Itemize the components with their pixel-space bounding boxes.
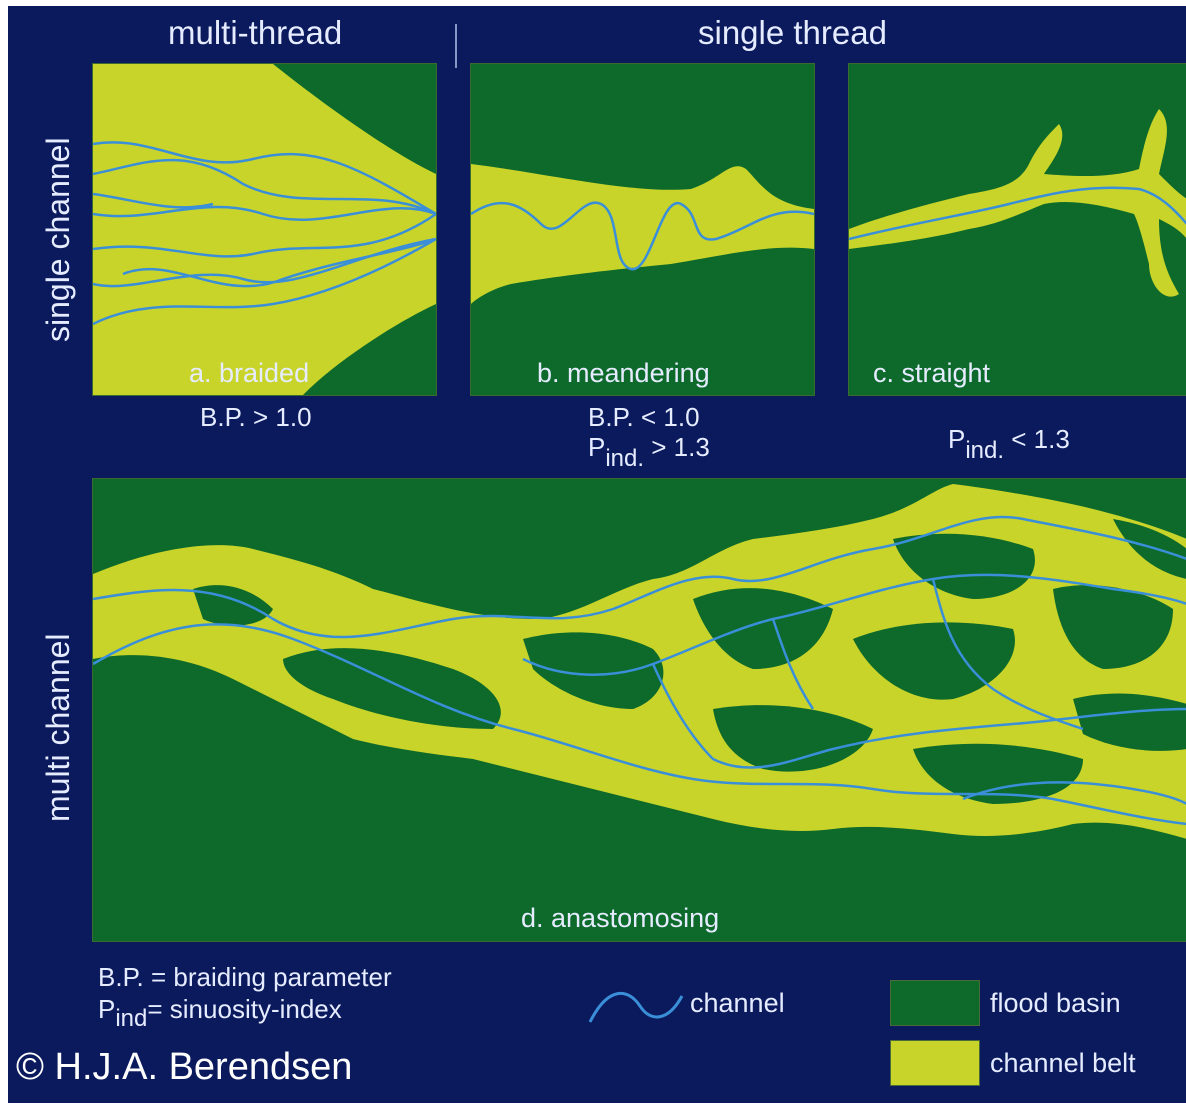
- meandering-map: [471, 164, 814, 304]
- straight-channel: [849, 186, 1186, 241]
- criterion-meandering-bp: B.P. < 1.0: [588, 402, 700, 432]
- channel-legend-icon: [588, 991, 684, 1023]
- flood-basin-legend-swatch: [890, 980, 980, 1026]
- column-divider: [455, 24, 457, 68]
- anastomosing-basins: [193, 519, 1186, 804]
- braided-channels: [93, 141, 436, 326]
- panel-label-straight: c. straight: [873, 358, 991, 388]
- meandering-channel: [471, 201, 814, 271]
- row-heading-single-channel: single channel: [40, 137, 76, 342]
- legend-label-channel: channel: [690, 988, 785, 1018]
- criterion-braided: B.P. > 1.0: [200, 402, 312, 432]
- anastomosing-map: [93, 484, 1186, 839]
- definition-braiding-parameter: B.P. = braiding parameter: [98, 962, 392, 992]
- anastomosing-channels: [93, 515, 1186, 826]
- column-heading-multi-thread: multi-thread: [168, 14, 343, 51]
- column-heading-single-thread: single thread: [698, 14, 887, 51]
- panel-straight: c. straight: [848, 63, 1186, 396]
- braided-channel-belt: [93, 64, 436, 395]
- channel-belt-legend-swatch: [890, 1040, 980, 1086]
- panel-label-braided: a. braided: [189, 358, 310, 388]
- meandering-channel-belt: [471, 164, 814, 304]
- panel-braided: a. braided: [92, 63, 437, 396]
- straight-map: [849, 109, 1186, 297]
- panel-label-meandering: b. meandering: [537, 358, 710, 388]
- criterion-meandering-pind: Pind. > 1.3: [588, 432, 710, 472]
- panel-meandering: b. meandering: [470, 63, 815, 396]
- definition-sinuosity-index: Pind= sinuosity-index: [98, 994, 342, 1032]
- row-heading-multi-channel: multi channel: [40, 633, 76, 822]
- panel-anastomosing: d. anastomosing: [92, 478, 1186, 942]
- braided-map: [93, 64, 436, 395]
- legend-label-flood-basin: flood basin: [990, 988, 1121, 1018]
- criterion-straight-pind: Pind. < 1.3: [948, 424, 1070, 464]
- panel-label-anastomosing: d. anastomosing: [521, 903, 720, 933]
- copyright-credit: © H.J.A. Berendsen: [16, 1046, 353, 1088]
- legend-label-channel-belt: channel belt: [990, 1048, 1136, 1078]
